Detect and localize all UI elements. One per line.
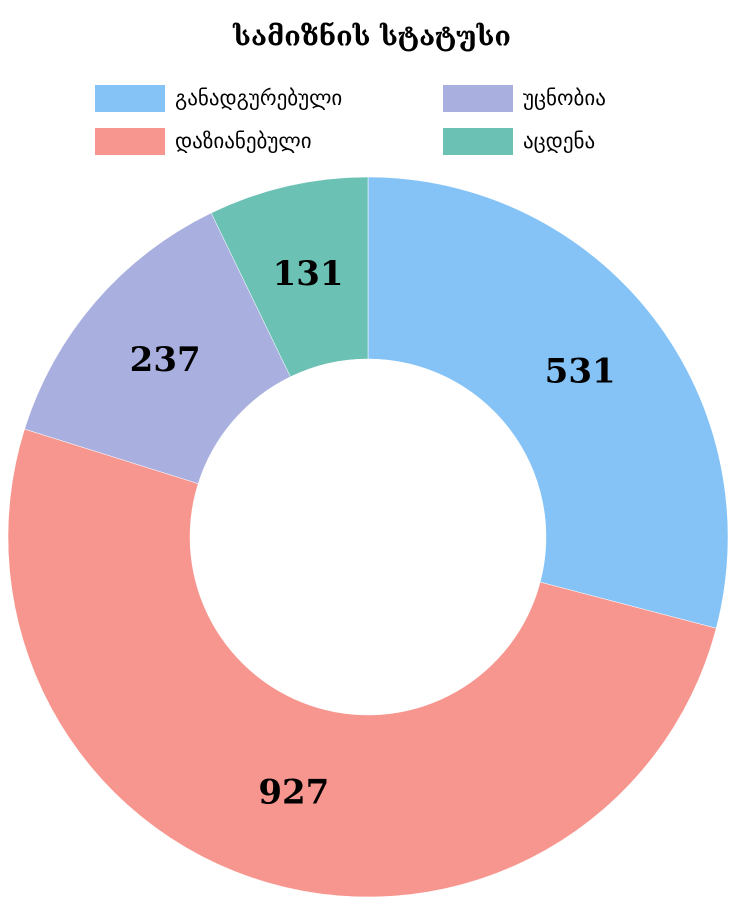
legend-label: დაზიანებული (175, 129, 312, 153)
donut-slice (24, 212, 291, 484)
legend-swatch (443, 85, 513, 112)
legend-label: განადგურებული (175, 86, 342, 110)
legend-label: აცდენა (523, 129, 595, 153)
legend-swatch (95, 85, 165, 112)
value-label: 237 (130, 340, 201, 380)
donut-slice (7, 428, 717, 898)
donut-slice (210, 176, 369, 378)
donut-slice (367, 176, 729, 629)
chart-title: სამიზნის სტატუსი (232, 22, 511, 53)
value-label: 927 (258, 773, 329, 813)
legend-swatch (443, 128, 513, 155)
legend-label: უცნობია (523, 86, 606, 110)
legend-swatch (95, 128, 165, 155)
value-label: 531 (545, 351, 616, 391)
value-label: 131 (273, 254, 344, 294)
